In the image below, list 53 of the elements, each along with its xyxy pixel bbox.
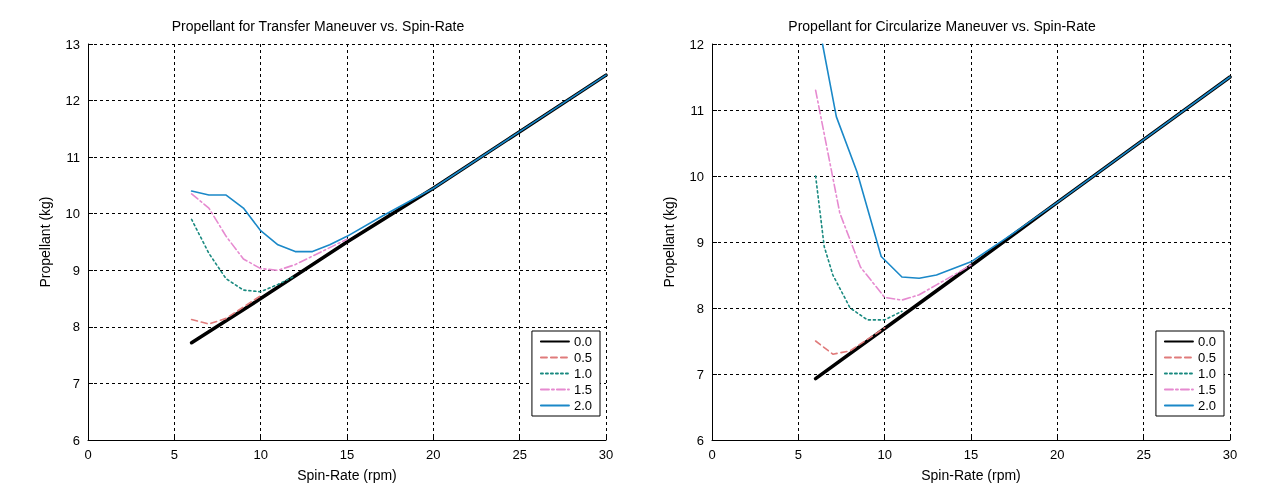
x-tick-label: 5 [170, 447, 178, 462]
legend-label: 1.0 [573, 366, 593, 381]
y-tick-label: 8 [696, 300, 704, 316]
legend-label: 2.0 [573, 398, 593, 413]
x-tick-label: 0 [84, 447, 92, 462]
line-series [190, 294, 262, 325]
x-tick-label: 25 [1136, 447, 1151, 462]
x-tick-label: 30 [598, 447, 614, 462]
line-series [190, 193, 348, 272]
y-tick-label: 7 [72, 375, 80, 391]
y-tick-label: 6 [696, 432, 704, 448]
y-tick-label: 11 [66, 149, 80, 165]
x-tick-label: 30 [1222, 447, 1238, 462]
x-tick-label: 10 [877, 447, 892, 462]
legend-label: 2.0 [1197, 398, 1217, 413]
y-tick-label: 9 [72, 262, 80, 278]
line-series [190, 74, 607, 253]
chart-title: Propellant for Circularize Maneuver vs. Spin-Rate [788, 18, 1096, 34]
legend-label: 0.0 [1197, 334, 1217, 349]
x-axis-title: Spin-Rate (rpm) [921, 467, 1021, 483]
legend-label: 1.5 [573, 382, 593, 397]
x-tick-label: 15 [339, 447, 355, 462]
y-tick-label: 7 [696, 366, 704, 382]
y-tick-label: 6 [72, 432, 80, 448]
chart-title: Propellant for Transfer Maneuver vs. Spin-Rate [171, 18, 465, 34]
y-tick-label: 11 [690, 102, 704, 118]
x-tick-label: 10 [253, 447, 268, 462]
y-tick-label: 10 [65, 206, 80, 222]
x-tick-label: 15 [963, 447, 979, 462]
y-tick-label: 13 [65, 36, 80, 52]
legend-label: 0.0 [573, 334, 593, 349]
x-tick-label: 0 [708, 447, 716, 462]
y-tick-label: 10 [689, 168, 704, 184]
legend-label: 1.5 [1197, 382, 1217, 397]
x-tick-label: 5 [794, 447, 802, 462]
y-tick-label: 12 [689, 36, 704, 52]
line-series [821, 43, 1231, 280]
y-axis-title: Propellant (kg) [37, 196, 53, 288]
line-series [814, 175, 903, 321]
x-tick-label: 25 [512, 447, 527, 462]
line-series [190, 218, 296, 293]
x-tick-label: 20 [426, 447, 441, 462]
legend-label: 1.0 [1197, 366, 1217, 381]
legend-label: 0.5 [1197, 350, 1217, 365]
y-tick-label: 9 [696, 234, 704, 250]
y-tick-label: 8 [72, 319, 80, 335]
line-series [814, 327, 886, 355]
x-tick-label: 20 [1050, 447, 1065, 462]
x-axis-title: Spin-Rate (rpm) [297, 467, 397, 483]
y-tick-label: 12 [65, 93, 80, 109]
legend-label: 0.5 [573, 350, 593, 365]
line-series [814, 89, 972, 301]
y-axis-title: Propellant (kg) [661, 196, 677, 288]
